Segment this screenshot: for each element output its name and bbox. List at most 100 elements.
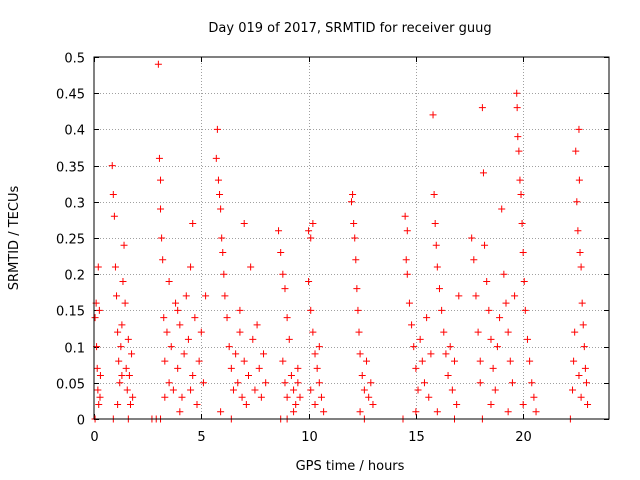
data-point-marker (176, 321, 184, 329)
y-tick-label: 0.05 (56, 378, 85, 393)
data-point-marker (523, 335, 531, 343)
data-point-marker (579, 321, 587, 329)
data-point-marker (403, 227, 411, 235)
data-point-marker (516, 176, 524, 184)
data-point-marker (350, 220, 358, 228)
data-point-marker (481, 241, 489, 249)
data-point-marker (124, 335, 132, 343)
data-point-marker (155, 154, 163, 162)
x-axis-label: GPS time / hours (296, 459, 405, 474)
data-point-marker (511, 292, 519, 300)
data-point-marker (161, 393, 169, 401)
data-point-marker (242, 401, 250, 409)
data-point-marker (572, 147, 580, 155)
data-point-marker (367, 379, 375, 387)
data-points (91, 60, 592, 423)
data-point-marker (485, 306, 493, 314)
data-point-marker (217, 408, 225, 416)
data-point-marker (305, 227, 313, 235)
y-tick-label: 0.1 (64, 342, 85, 357)
x-tick-label: 10 (301, 430, 318, 445)
data-point-marker (416, 335, 424, 343)
data-point-marker (309, 328, 317, 336)
data-point-marker (121, 299, 129, 307)
data-point-marker (353, 285, 361, 293)
data-point-marker (187, 263, 195, 271)
data-point-marker (430, 191, 438, 199)
data-point-marker (578, 299, 586, 307)
data-point-marker (365, 393, 373, 401)
data-point-marker (218, 234, 226, 242)
data-point-marker (160, 314, 168, 322)
data-point-marker (255, 364, 263, 372)
y-tick-label: 0.35 (56, 161, 85, 176)
data-point-marker (165, 379, 173, 387)
x-tick-label: 20 (515, 430, 532, 445)
data-point-marker (157, 205, 165, 213)
data-point-marker (408, 321, 416, 329)
data-point-marker (573, 198, 581, 206)
data-point-marker (575, 372, 583, 380)
data-point-marker (313, 364, 321, 372)
data-point-marker (405, 299, 413, 307)
data-point-marker (189, 372, 197, 380)
data-point-marker (504, 408, 512, 416)
data-point-marker (95, 306, 103, 314)
data-point-marker (401, 212, 409, 220)
data-point-marker (176, 408, 184, 416)
data-point-marker (216, 191, 224, 199)
data-point-marker (571, 328, 579, 336)
data-point-marker (352, 256, 360, 264)
data-point-marker (229, 386, 237, 394)
data-point-marker (108, 162, 116, 170)
chart-title: Day 019 of 2017, SRMTID for receiver guu… (208, 21, 491, 36)
data-point-marker (363, 357, 371, 365)
data-point-marker (182, 292, 190, 300)
data-point-marker (502, 299, 510, 307)
data-point-marker (167, 343, 175, 351)
data-point-marker (309, 220, 317, 228)
y-tick-label: 0.25 (56, 233, 85, 248)
data-point-marker (360, 386, 368, 394)
data-point-marker (249, 335, 257, 343)
data-point-marker (212, 154, 220, 162)
data-point-marker (96, 372, 104, 380)
data-point-marker (154, 60, 162, 68)
y-tick-label: 0.4 (64, 124, 85, 139)
data-point-marker (125, 372, 133, 380)
data-point-marker (478, 104, 486, 112)
data-point-marker (574, 227, 582, 235)
data-point-marker (172, 299, 180, 307)
data-point-marker (115, 357, 123, 365)
data-point-marker (199, 379, 207, 387)
data-point-marker (412, 408, 420, 416)
data-point-marker (305, 277, 313, 285)
data-point-marker (412, 364, 420, 372)
data-point-marker (187, 386, 195, 394)
data-point-marker (118, 321, 126, 329)
data-point-marker (247, 263, 255, 271)
data-point-marker (433, 263, 441, 271)
data-point-marker (519, 401, 527, 409)
data-point-marker (504, 328, 512, 336)
data-point-marker (290, 386, 298, 394)
data-point-marker (354, 306, 362, 314)
data-point-marker (96, 393, 104, 401)
data-point-marker (427, 350, 435, 358)
data-point-marker (232, 350, 240, 358)
data-point-marker (425, 393, 433, 401)
data-point-marker (93, 364, 101, 372)
data-point-marker (444, 372, 452, 380)
data-point-marker (279, 270, 287, 278)
data-point-marker (126, 401, 134, 409)
data-point-marker (219, 248, 227, 256)
data-point-marker (225, 343, 233, 351)
axis-ticks: 0 0.05 0.1 0.15 0.2 0.25 0.3 0.35 0.4 0.45 0.5 0 5 10… (56, 52, 609, 445)
data-point-marker (453, 401, 461, 409)
data-point-marker (446, 343, 454, 351)
data-point-marker (294, 364, 302, 372)
data-point-marker (440, 328, 448, 336)
data-point-marker (442, 350, 450, 358)
